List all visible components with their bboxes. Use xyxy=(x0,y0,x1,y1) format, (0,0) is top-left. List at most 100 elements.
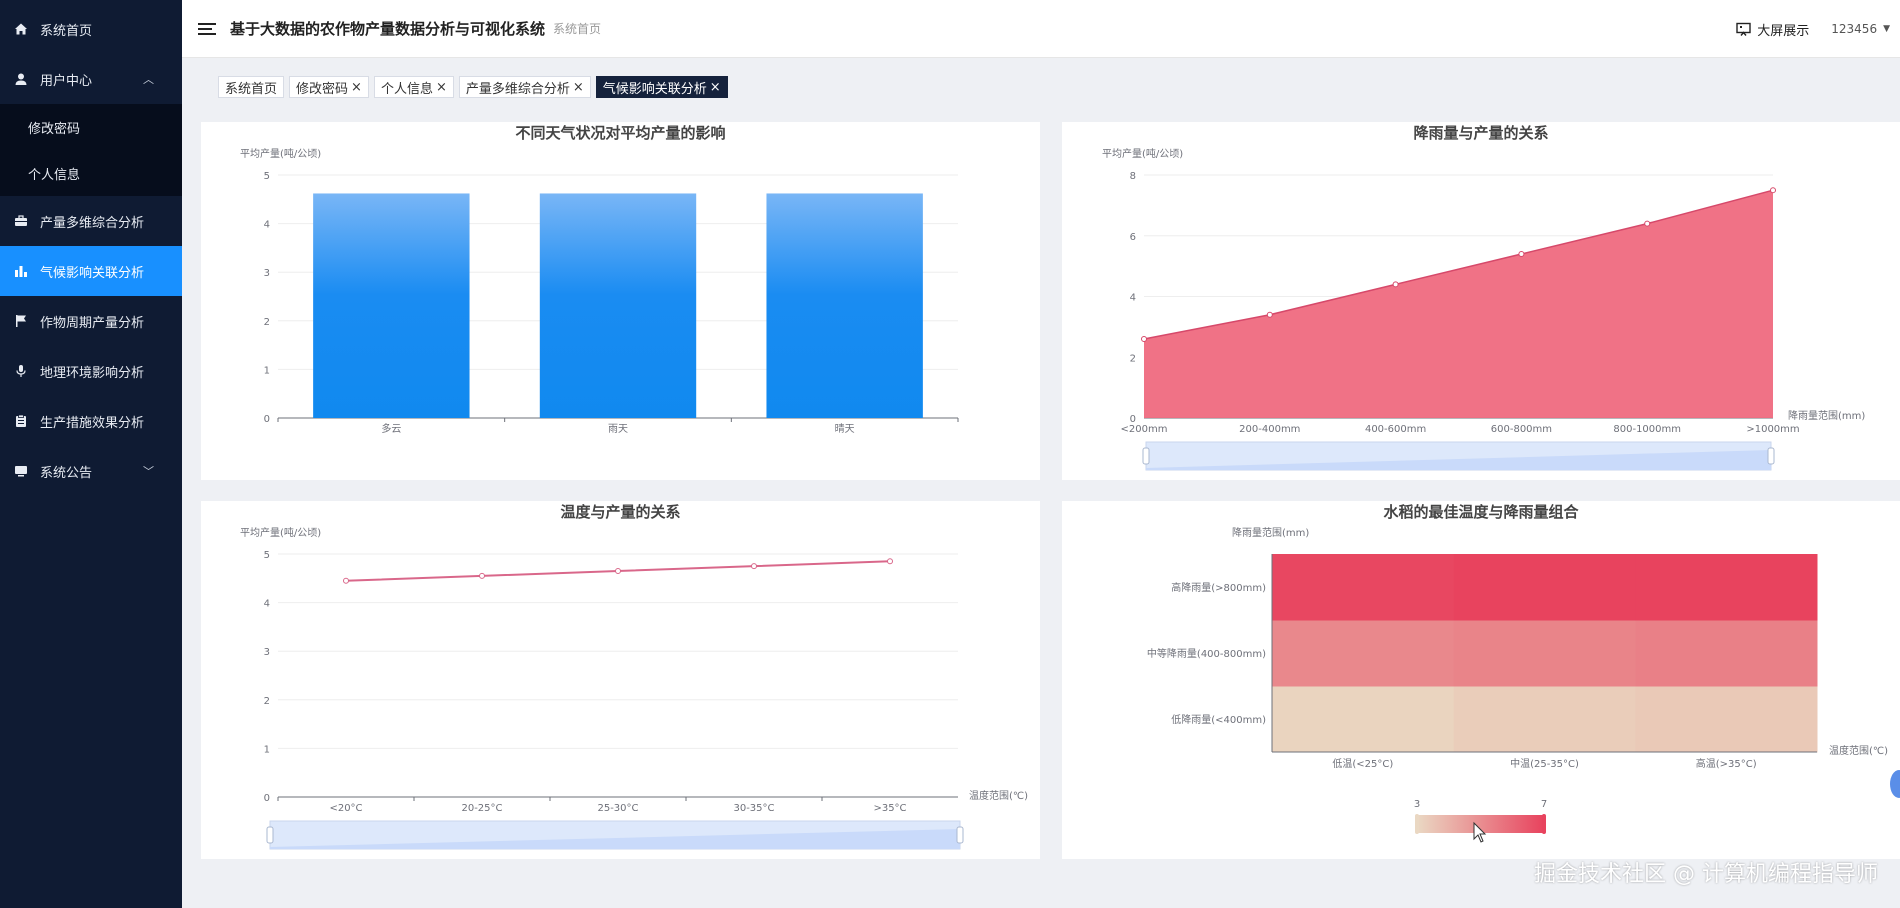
floating-dot[interactable] xyxy=(1890,770,1900,798)
x-tick-label: 低温(<25°C) xyxy=(1332,757,1393,770)
user-center-submenu: 修改密码 个人信息 xyxy=(0,104,182,196)
heatmap-cell xyxy=(1635,620,1818,687)
sidebar-item-home[interactable]: 系统首页 xyxy=(0,4,182,54)
heatmap-cell xyxy=(1272,620,1455,687)
series-line xyxy=(1143,189,1774,340)
chart-title: 温度与产量的关系 xyxy=(560,503,680,521)
bigscreen-button[interactable]: 大屏展示 xyxy=(1736,20,1809,39)
sidebar-item-label: 系统公告 xyxy=(40,465,93,481)
close-icon[interactable]: × xyxy=(709,79,721,95)
x-tick-label: 晴天 xyxy=(835,422,855,435)
username[interactable]: 123456 xyxy=(1831,22,1878,36)
weather-yield-chart-panel: 不同天气状况对平均产量的影响 平均产量(吨/公顷) 0 1 2 3 4 5 多云 雨天 晴天 xyxy=(201,122,1040,480)
sidebar-item-label: 作物周期产量分析 xyxy=(40,315,145,331)
bar xyxy=(766,193,923,418)
chevron-up-icon: ︿ xyxy=(143,73,154,86)
sidebar-item-crop-cycle[interactable]: 作物周期产量分析 xyxy=(0,296,182,346)
tag-personal-info[interactable]: 个人信息 × xyxy=(373,76,454,98)
breadcrumb[interactable]: 系统首页 xyxy=(553,22,602,36)
close-icon[interactable]: × xyxy=(351,79,362,95)
x-tick-label: <20°C xyxy=(329,803,362,814)
x-tick-label: 600-800mm xyxy=(1491,424,1552,435)
x-tick-label: 30-35°C xyxy=(733,803,774,814)
heatmap-cell xyxy=(1453,620,1636,687)
data-point xyxy=(887,558,893,565)
chart-title: 不同天气状况对平均产量的影响 xyxy=(515,124,725,142)
system-title: 基于大数据的农作物产量数据分析与可视化系统 xyxy=(230,20,546,38)
bar xyxy=(313,193,470,418)
data-point xyxy=(1141,336,1147,343)
tag-climate-analysis[interactable]: 气候影响关联分析 × xyxy=(595,76,728,98)
y-axis-label: 平均产量(吨/公顷) xyxy=(1102,147,1183,160)
data-point xyxy=(615,568,621,575)
chart-title: 水稻的最佳温度与降雨量组合 xyxy=(1383,503,1579,521)
mouse-cursor-icon xyxy=(1473,821,1487,843)
sidebar-item-label: 地理环境影响分析 xyxy=(40,365,145,381)
y-tick-label: 6 xyxy=(1130,232,1136,243)
datazoom-handle-right xyxy=(956,826,964,844)
sidebar-item-climate-analysis[interactable]: 气候影响关联分析 xyxy=(0,246,182,296)
y-tick-label: 4 xyxy=(264,220,270,231)
menu-toggle-icon[interactable] xyxy=(198,22,216,35)
y-tick-label: 1 xyxy=(264,744,270,755)
y-tick-label: 8 xyxy=(1130,171,1136,182)
heatmap-cell xyxy=(1635,554,1818,621)
x-tick-label: 雨天 xyxy=(608,424,628,435)
heatmap-cell xyxy=(1272,686,1455,753)
bar xyxy=(539,193,697,418)
sidebar-item-change-password[interactable]: 修改密码 xyxy=(28,121,81,137)
y-tick-label: 5 xyxy=(264,171,270,182)
sidebar-item-personal-info[interactable]: 个人信息 xyxy=(28,167,81,183)
sidebar-item-production-measures[interactable]: 生产措施效果分析 xyxy=(0,396,182,446)
bar-chart-icon xyxy=(14,264,28,278)
user-icon xyxy=(14,72,28,86)
y-tick-label: 1 xyxy=(264,365,270,376)
visualmap-max-label: 7 xyxy=(1541,799,1547,810)
y-tick-label: 5 xyxy=(264,550,270,561)
x-axis-label: 降雨量范围(mm) xyxy=(1788,409,1865,422)
bigscreen-label: 大屏展示 xyxy=(1757,23,1810,39)
datazoom-preview xyxy=(270,829,960,849)
sidebar-item-user-center[interactable]: 用户中心 ︿ xyxy=(0,54,182,104)
x-tick-label: 200-400mm xyxy=(1239,424,1300,435)
heatmap-cell xyxy=(1272,554,1455,621)
x-axis-label: 温度范围(℃) xyxy=(1829,744,1888,757)
sidebar-item-announcements[interactable]: 系统公告 ﹀ xyxy=(0,446,182,496)
close-icon[interactable]: × xyxy=(572,79,584,95)
sidebar-item-label: 用户中心 xyxy=(40,73,93,89)
y-tick-label: 2 xyxy=(1130,353,1136,364)
rice-heatmap-panel: 水稻的最佳温度与降雨量组合降雨量范围(mm) 低降雨量(<400mm) 中等降雨量(… xyxy=(1062,501,1900,859)
datazoom-preview xyxy=(1146,450,1771,470)
tag-change-password[interactable]: 修改密码 × xyxy=(289,76,369,98)
sidebar: 系统首页 用户中心 ︿ 修改密码 个人信息 产量多维综合分析 气候影响关联分析 … xyxy=(0,0,182,908)
sidebar-item-yield-analysis[interactable]: 产量多维综合分析 xyxy=(0,196,182,246)
y-tick-label: 3 xyxy=(264,268,270,279)
y-tick-label: 4 xyxy=(1130,293,1136,304)
tag-label: 产量多维综合分析 xyxy=(465,81,570,97)
heatmap-cell xyxy=(1453,554,1636,621)
y-axis-label: 降雨量范围(mm) xyxy=(1232,526,1309,539)
x-tick-label: >35°C xyxy=(873,803,906,814)
close-icon[interactable]: × xyxy=(435,79,447,95)
data-point xyxy=(751,563,757,570)
x-tick-label: 25-30°C xyxy=(597,803,638,814)
tag-yield-analysis[interactable]: 产量多维综合分析 × xyxy=(458,76,591,98)
temperature-yield-chart-panel: 温度与产量的关系 平均产量(吨/公顷) 0 1 2 3 4 5 <20°C 20-25°C 25-3… xyxy=(201,501,1040,859)
tags-view: 系统首页 修改密码 × 个人信息 × 产量多维综合分析 × 气候影响关联分析 × xyxy=(218,76,728,98)
sidebar-item-label: 产量多维综合分析 xyxy=(40,215,145,231)
data-point xyxy=(343,577,349,584)
y-tick-label: 低降雨量(<400mm) xyxy=(1171,713,1266,726)
y-tick-label: 4 xyxy=(264,599,270,610)
sidebar-item-geo-analysis[interactable]: 地理环境影响分析 xyxy=(0,346,182,396)
y-tick-label: 中等降雨量(400-800mm) xyxy=(1147,647,1266,660)
sidebar-item-label: 系统首页 xyxy=(40,23,93,39)
tag-label: 气候影响关联分析 xyxy=(602,81,707,97)
caret-down-icon[interactable]: ▼ xyxy=(1883,24,1890,34)
tag-home[interactable]: 系统首页 xyxy=(218,76,285,98)
heatmap-cell xyxy=(1635,686,1818,753)
data-point xyxy=(1770,187,1776,194)
y-axis-label: 平均产量(吨/公顷) xyxy=(240,526,321,539)
